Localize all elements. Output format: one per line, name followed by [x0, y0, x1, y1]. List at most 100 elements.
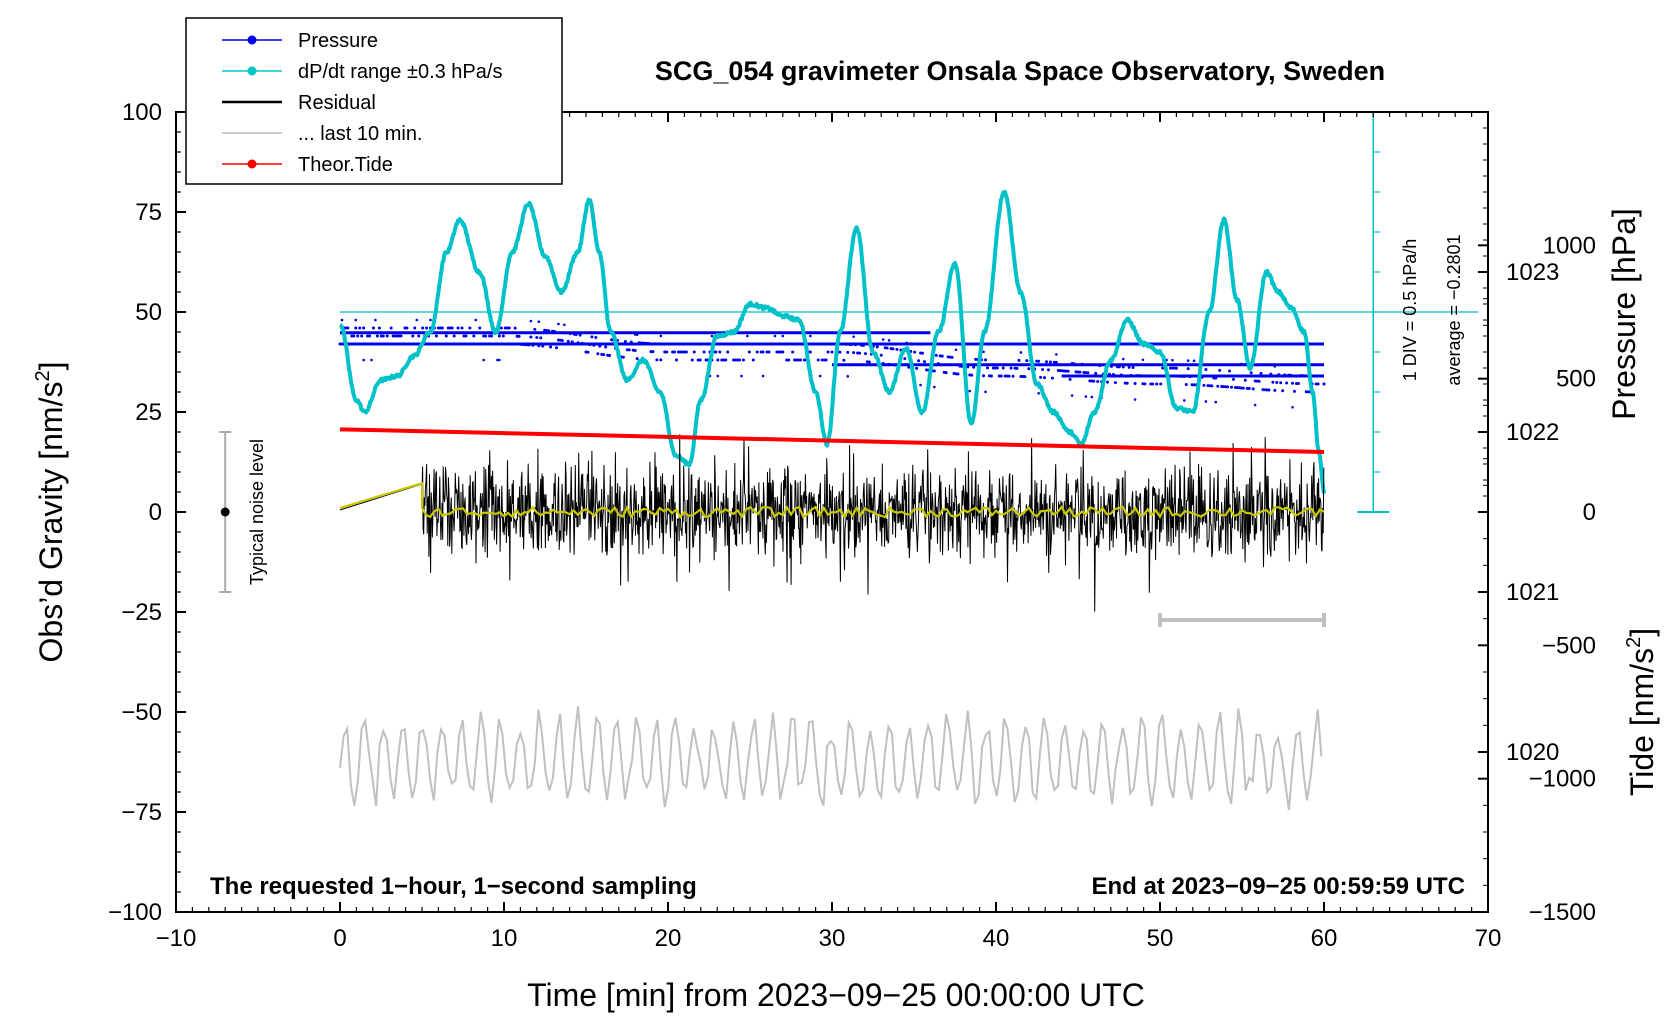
- pressure-point: [984, 358, 988, 362]
- pressure-point: [1291, 405, 1294, 409]
- pressure-point: [1296, 382, 1300, 386]
- tide-tick-label: −500: [1542, 632, 1596, 659]
- pressure-point: [529, 335, 533, 339]
- pressure-point: [586, 350, 590, 354]
- pressure-point: [368, 334, 372, 338]
- pressure-point: [879, 353, 883, 357]
- pressure-point: [498, 358, 501, 362]
- pressure-point: [434, 334, 438, 338]
- end-time-note: End at 2023−09−25 00:59:59 UTC: [1091, 873, 1465, 900]
- pressure-point: [358, 326, 362, 330]
- pressure-point: [903, 357, 907, 361]
- pressure-point: [982, 374, 986, 378]
- pressure-point: [421, 326, 425, 330]
- noise-level-label: Typical noise level: [247, 439, 267, 585]
- pressure-point: [472, 334, 476, 338]
- pressure-point: [535, 336, 539, 340]
- pressure-point: [464, 334, 468, 338]
- y-tick-label: 75: [135, 199, 162, 226]
- legend-label: Theor.Tide: [298, 154, 393, 176]
- pressure-point: [517, 334, 521, 338]
- pressure-point: [738, 358, 742, 362]
- pressure-point: [995, 366, 999, 370]
- pressure-point: [1046, 368, 1050, 372]
- tide-axis-title: Tide [nm/s2]: [1623, 628, 1660, 796]
- pressure-point: [1291, 381, 1295, 385]
- pressure-point: [608, 353, 612, 357]
- tide-axis-title-sup: 2: [1623, 637, 1645, 648]
- pressure-point: [665, 350, 669, 354]
- y-tick-label: −100: [108, 899, 162, 926]
- pressure-point: [560, 339, 564, 343]
- pressure-point: [659, 358, 663, 362]
- pressure-point: [499, 326, 503, 330]
- y-axis-title-sup: 2: [32, 370, 54, 381]
- y-tick-label: 50: [135, 299, 162, 326]
- pressure-tick-label: 1021: [1506, 579, 1559, 606]
- pressure-point: [1241, 386, 1245, 390]
- pressure-point: [842, 358, 846, 362]
- pressure-point: [429, 318, 432, 322]
- pressure-point: [761, 374, 765, 378]
- pressure-point: [1092, 379, 1096, 383]
- pressure-point: [1007, 374, 1011, 378]
- pressure-point: [852, 351, 856, 355]
- pressure-point: [673, 350, 677, 354]
- y-axis-title: Obs’d Gravity [nm/s2]: [32, 362, 69, 663]
- pressure-point: [1230, 385, 1234, 389]
- pressure-point: [659, 334, 663, 338]
- tide-series-line: [339, 427, 1325, 454]
- pressure-point: [826, 350, 830, 354]
- pressure-point: [385, 334, 389, 338]
- chart-title: SCG_054 gravimeter Onsala Space Observat…: [655, 56, 1385, 86]
- pressure-point: [917, 359, 921, 363]
- pressure-point: [956, 372, 960, 376]
- pressure-point: [1001, 366, 1005, 370]
- pressure-point: [1214, 400, 1218, 404]
- pressure-point: [1133, 382, 1137, 386]
- pressure-point: [1151, 382, 1155, 386]
- pressure-point: [808, 350, 812, 354]
- pressure-point: [954, 348, 958, 352]
- pressure-point: [399, 334, 403, 338]
- pressure-point: [1131, 365, 1135, 369]
- legend-label: dP/dt range ±0.3 hPa/s: [298, 61, 502, 83]
- pressure-point: [1068, 377, 1072, 381]
- pressure-point: [1096, 379, 1100, 383]
- x-tick-label: 60: [1311, 925, 1338, 952]
- pressure-point: [741, 358, 745, 362]
- tide-tick-label: 0: [1583, 499, 1596, 526]
- pressure-point: [563, 323, 566, 327]
- pressure-point: [858, 351, 862, 355]
- x-tick-label: 50: [1147, 925, 1174, 952]
- x-tick-label: 10: [491, 925, 518, 952]
- pressure-point: [1253, 403, 1257, 407]
- pressure-point: [922, 360, 926, 364]
- pressure-point: [724, 358, 728, 362]
- pressure-point: [1037, 391, 1040, 395]
- pressure-point: [557, 322, 560, 326]
- pressure-point: [474, 318, 478, 322]
- pressure-point: [1054, 360, 1058, 364]
- pressure-point: [450, 326, 454, 330]
- pressure-point: [968, 389, 972, 393]
- pressure-point: [1037, 359, 1041, 363]
- pressure-point: [1210, 384, 1214, 388]
- noise-bar-center: [220, 507, 230, 517]
- pressure-point: [885, 346, 889, 350]
- tide-tick-label: −1000: [1529, 766, 1596, 793]
- pressure-point: [1159, 382, 1163, 386]
- pressure-point: [346, 326, 350, 330]
- pressure-point: [415, 318, 419, 322]
- pressure-point: [1231, 377, 1235, 381]
- pressure-point: [1078, 370, 1082, 374]
- pressure-point: [746, 334, 749, 338]
- pressure-point: [1267, 388, 1271, 392]
- pressure-point: [891, 347, 895, 351]
- pressure-point: [484, 334, 488, 338]
- pressure-point: [1174, 366, 1178, 370]
- pressure-point: [356, 334, 360, 338]
- pressure-point: [684, 350, 688, 354]
- pressure-point: [740, 374, 743, 378]
- pressure-point: [1216, 384, 1220, 388]
